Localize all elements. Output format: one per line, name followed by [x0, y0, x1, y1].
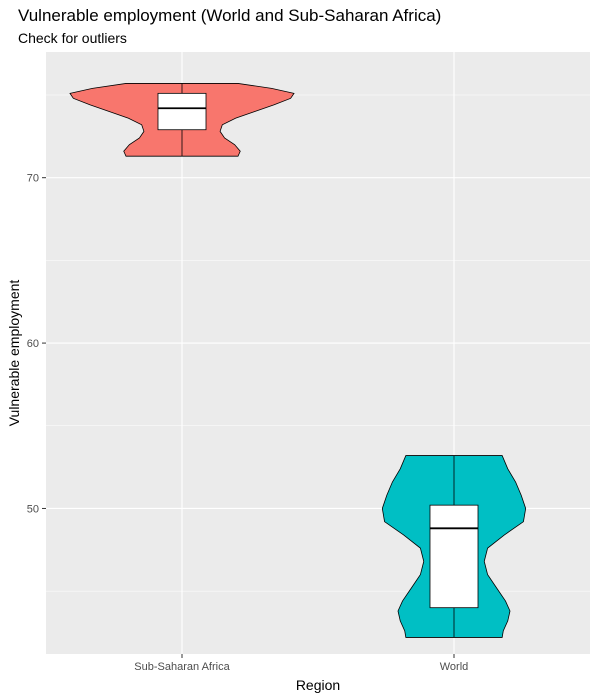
x-axis-title: Region [296, 677, 340, 693]
chart-subtitle: Check for outliers [18, 30, 127, 46]
chart-title: Vulnerable employment (World and Sub-Sah… [18, 6, 442, 25]
y-tick-label: 70 [27, 173, 39, 185]
axes: 50 60 70 Sub-Saharan Africa World [27, 173, 469, 673]
y-tick-label: 50 [27, 503, 39, 515]
boxplots [157, 83, 479, 638]
y-tick-label: 60 [27, 338, 39, 350]
panel-background [46, 52, 590, 654]
plot-panel [46, 52, 590, 654]
y-axis-title: Vulnerable employment [6, 280, 22, 427]
box-sub-saharan-africa [157, 92, 207, 131]
x-tick-label: Sub-Saharan Africa [134, 661, 230, 673]
box-world [429, 504, 479, 609]
x-tick-label: World [440, 661, 469, 673]
